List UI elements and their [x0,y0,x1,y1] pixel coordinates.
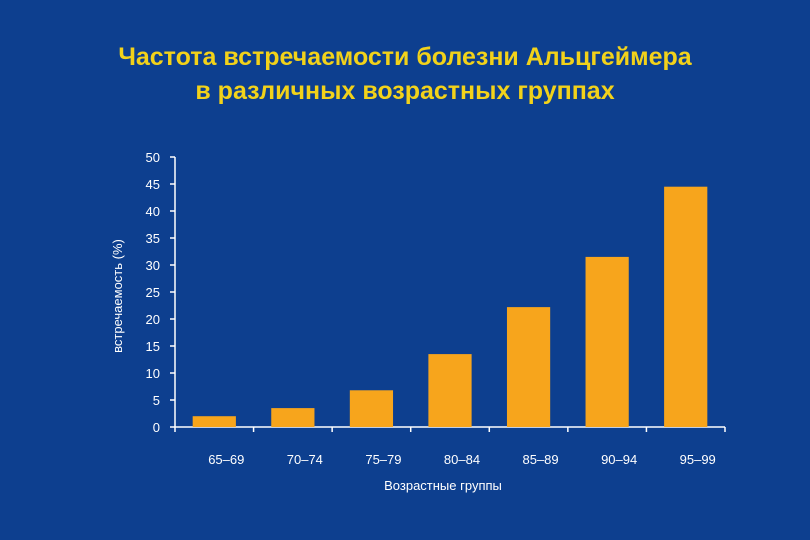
bar-3 [349,390,394,427]
bar-7 [664,186,708,427]
x-tick-label: 90–94 [601,452,637,467]
y-tick-label: 30 [146,258,160,273]
y-tick-label: 5 [153,393,160,408]
bar-1 [192,416,236,427]
x-tick-label: 95–99 [680,452,716,467]
x-tick-label: 85–89 [522,452,558,467]
chart-title-line-2: в различных возрастных группах [195,77,615,105]
bars [192,186,708,427]
bar-6 [585,256,629,427]
bar-5 [506,307,551,427]
x-axis: 65–69 70–74 75–79 80–84 85–89 90–94 95–99 [174,426,726,467]
bar-4 [428,354,472,427]
y-tick-label: 0 [153,420,160,435]
x-tick-label: 70–74 [287,452,323,467]
y-tick-label: 40 [146,204,160,219]
y-tick-label: 10 [146,366,160,381]
y-tick-label: 50 [146,150,160,165]
y-axis: 0 5 10 15 20 25 30 35 40 45 50 [146,150,176,435]
y-tick-label: 45 [146,177,160,192]
x-tick-label: 80–84 [444,452,480,467]
y-tick-label: 35 [146,231,160,246]
chart-title: Частота встречаемости болезни Альцгеймер… [0,40,810,108]
chart-title-line-1: Частота встречаемости болезни Альцгеймер… [118,43,692,71]
bar-2 [271,408,315,427]
x-tick-label: 75–79 [365,452,401,467]
x-tick-label: 65–69 [208,452,244,467]
y-axis-label: встречаемость (%) [110,239,125,353]
y-tick-label: 15 [146,339,160,354]
x-axis-label: Возрастные группы [384,478,502,493]
y-tick-label: 25 [146,285,160,300]
y-tick-label: 20 [146,312,160,327]
